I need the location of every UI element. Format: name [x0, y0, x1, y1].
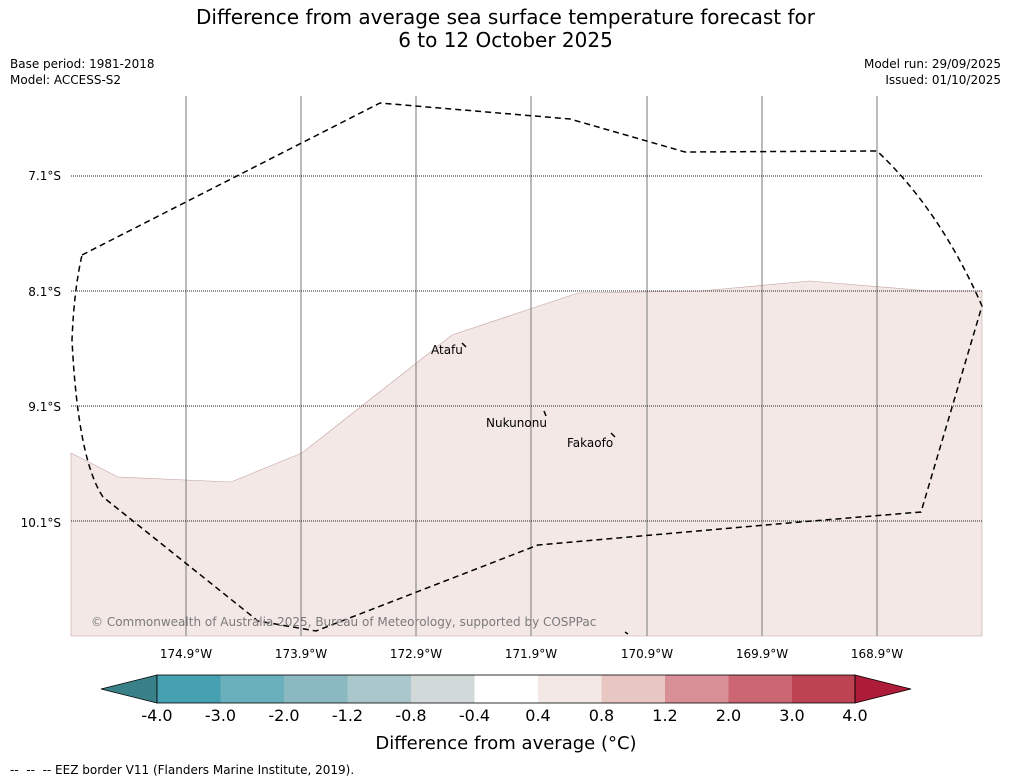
colorbar-tick-label: -3.0 — [205, 706, 236, 725]
small-island-shape — [624, 631, 629, 635]
colorbar-tick-label: -0.8 — [395, 706, 426, 725]
colorbar-box — [665, 675, 729, 703]
colorbar-tick-label: 4.0 — [842, 706, 867, 725]
colorbar-over-triangle — [854, 674, 912, 704]
title-line-2: 6 to 12 October 2025 — [398, 28, 613, 52]
lon-label: 171.9°W — [505, 647, 557, 661]
colorbar-tick-label: 2.0 — [716, 706, 741, 725]
lon-label: 174.9°W — [160, 647, 212, 661]
colorbar-tick-label: 0.8 — [589, 706, 614, 725]
colorbar-box — [792, 675, 855, 703]
colorbar-boxes — [157, 675, 855, 703]
lon-label: 172.9°W — [390, 647, 442, 661]
copyright-notice: © Commonwealth of Australia 2025, Bureau… — [91, 615, 596, 629]
lon-label: 169.9°W — [736, 647, 788, 661]
lon-label: 168.9°W — [851, 647, 903, 661]
colorbar-tick-label: -4.0 — [141, 706, 172, 725]
place-label-nukunonu: Nukunonu — [486, 416, 547, 430]
colorbar-box — [474, 675, 538, 703]
colorbar-box — [601, 675, 665, 703]
model-run: Model run: 29/09/2025 — [863, 57, 1001, 71]
base-period: Base period: 1981-2018 — [10, 57, 155, 71]
colorbar-label: Difference from average (°C) — [375, 733, 636, 754]
colorbar-box — [347, 675, 411, 703]
colorbar-tick-label: -1.2 — [332, 706, 363, 725]
title-line-1: Difference from average sea surface temp… — [195, 5, 815, 29]
colorbar-tick-label: -0.4 — [459, 706, 490, 725]
colorbar-box — [157, 675, 221, 703]
colorbar-box — [220, 675, 284, 703]
chart-title: Difference from average sea surface temp… — [0, 6, 1011, 52]
colorbar-outline — [156, 674, 856, 704]
colorbar-box — [728, 675, 792, 703]
lon-label: 173.9°W — [275, 647, 327, 661]
colorbar-box — [284, 675, 348, 703]
colorbar-tick-label: 0.4 — [525, 706, 550, 725]
place-label-fakaofo: Fakaofo — [567, 436, 613, 450]
place-label-atafu: Atafu — [431, 343, 463, 357]
lat-label: 10.1°S — [21, 516, 61, 530]
anomaly-region — [70, 280, 983, 637]
nukunonu-island-shape — [543, 410, 547, 417]
meridian-lines — [185, 96, 878, 636]
colorbar-box — [411, 675, 475, 703]
lat-label: 7.1°S — [28, 169, 61, 183]
eez-border — [71, 102, 983, 632]
colorbar-tick-label: 3.0 — [779, 706, 804, 725]
colorbar-under-triangle — [100, 674, 158, 704]
colorbar-tick-label: -2.0 — [268, 706, 299, 725]
fakaofo-island-shape — [610, 432, 616, 438]
meta-left: Base period: 1981-2018 Model: ACCESS-S2 — [10, 56, 155, 88]
colorbar-tick-label: 1.2 — [652, 706, 677, 725]
colorbar-box — [538, 675, 602, 703]
atafu-island-shape — [461, 342, 467, 348]
meta-right: Model run: 29/09/2025 Issued: 01/10/2025 — [864, 56, 1001, 88]
eez-legend-note: -- -- -- EEZ border V11 (Flanders Marine… — [10, 763, 355, 777]
lat-label: 9.1°S — [28, 400, 61, 414]
colorbar: -4.0 -3.0 -2.0 -1.2 -0.8 -0.4 0.4 0.8 1.… — [100, 674, 912, 754]
lon-label: 170.9°W — [621, 647, 673, 661]
lat-label: 8.1°S — [28, 285, 61, 299]
model-name: Model: ACCESS-S2 — [10, 73, 122, 87]
islands — [461, 342, 629, 635]
issued-date: Issued: 01/10/2025 — [885, 73, 1001, 87]
